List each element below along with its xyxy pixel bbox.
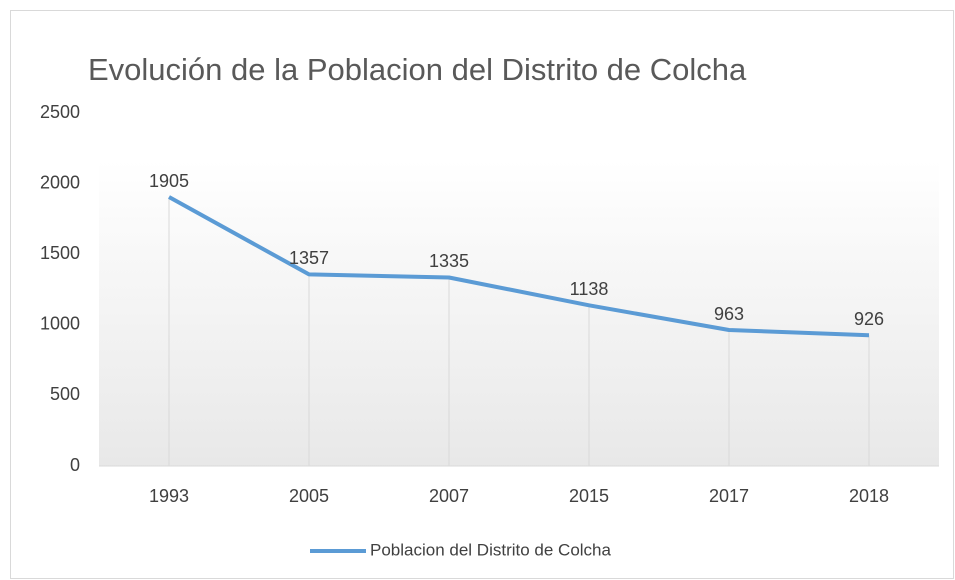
y-tick-label: 500 [50,384,80,404]
y-tick-label: 2500 [40,102,80,122]
series-line [168,195,870,338]
data-label: 1905 [149,171,189,191]
legend-label: Poblacion del Distrito de Colcha [370,540,612,559]
y-tick-label: 1500 [40,243,80,263]
x-tick-label: 2015 [569,486,609,506]
data-label: 963 [714,304,744,324]
data-label: 1357 [289,248,329,268]
y-tick-label: 2000 [40,172,80,192]
y-tick-label: 0 [70,455,80,475]
data-label: 926 [854,309,884,329]
chart-title: Evolución de la Poblacion del Distrito d… [88,52,747,87]
x-tick-label: 2007 [429,486,469,506]
x-tick-label: 2017 [709,486,749,506]
x-tick-label: 2018 [849,486,889,506]
y-tick-label: 1000 [40,314,80,334]
x-tick-label: 1993 [149,486,189,506]
x-tick-label: 2005 [289,486,329,506]
plot-background [99,160,939,466]
data-label: 1138 [570,279,609,299]
data-label: 1335 [429,251,469,271]
